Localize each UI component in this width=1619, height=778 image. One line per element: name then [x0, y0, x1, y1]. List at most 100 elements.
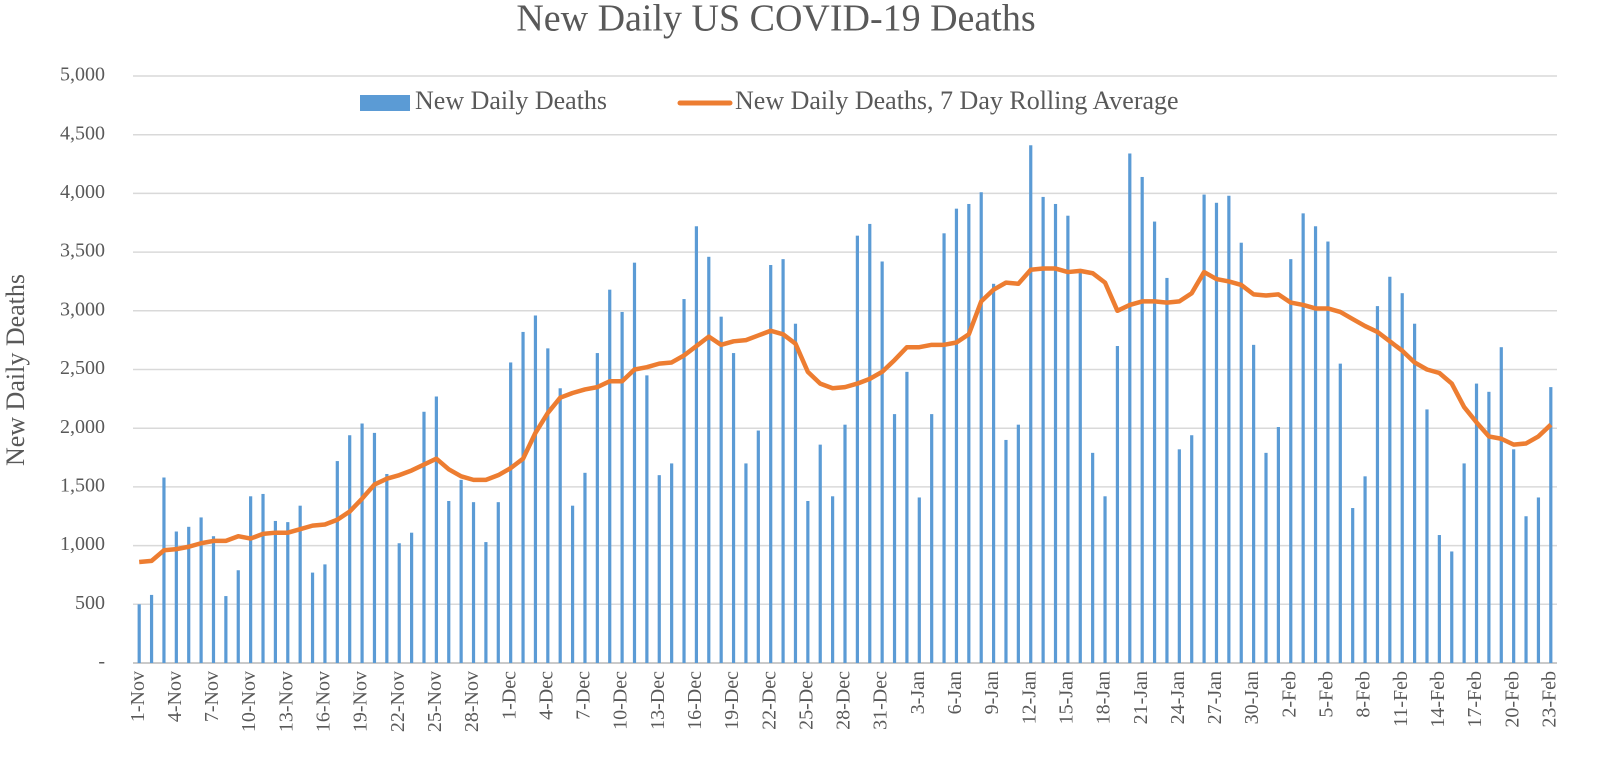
- bar: [261, 493, 265, 663]
- bar: [1004, 439, 1008, 663]
- bar: [174, 531, 178, 663]
- bar: [310, 572, 315, 663]
- bar: [459, 479, 463, 663]
- bar: [1388, 276, 1392, 663]
- x-tick-label: 4-Dec: [535, 671, 557, 720]
- x-tick-label: 18-Jan: [1093, 671, 1115, 724]
- y-tick-label: 5,000: [60, 64, 105, 86]
- bar: [236, 570, 240, 663]
- bar: [360, 423, 364, 663]
- y-tick-label: -: [98, 651, 105, 673]
- y-tick-label: 1,500: [60, 474, 105, 496]
- bar: [224, 596, 228, 663]
- x-tick-label: 12-Jan: [1018, 671, 1040, 724]
- bar: [1338, 363, 1342, 663]
- bar: [1190, 435, 1194, 663]
- bar: [954, 208, 959, 664]
- bar: [1214, 202, 1219, 664]
- x-tick-label: 21-Jan: [1130, 671, 1152, 724]
- x-tick-label: 25-Nov: [424, 671, 446, 732]
- bar: [447, 500, 451, 663]
- chart-title: New Daily US COVID-19 Deaths: [516, 0, 1035, 40]
- x-tick-label: 31-Dec: [870, 671, 892, 730]
- bar: [1041, 196, 1045, 663]
- bar: [1425, 409, 1429, 663]
- x-tick-label: 20-Feb: [1501, 671, 1523, 728]
- bar: [632, 262, 637, 663]
- bar: [558, 388, 562, 663]
- bar: [546, 348, 550, 663]
- bar: [1115, 346, 1120, 663]
- bar: [1239, 242, 1243, 663]
- bar: [434, 396, 438, 663]
- bar: [868, 223, 872, 663]
- x-tick-label: 19-Nov: [350, 671, 372, 732]
- bar: [1103, 496, 1107, 663]
- legend-label: New Daily Deaths: [415, 86, 607, 115]
- bar: [484, 542, 488, 663]
- x-tick-label: 2-Feb: [1278, 671, 1300, 718]
- x-tick-label: 16-Dec: [684, 671, 706, 730]
- bar: [1066, 215, 1070, 663]
- bar: [162, 477, 166, 663]
- bar: [818, 444, 822, 663]
- bar: [880, 261, 884, 663]
- bar: [1152, 221, 1157, 664]
- bar: [1462, 463, 1466, 663]
- bar: [1289, 259, 1293, 663]
- bar: [1499, 347, 1503, 663]
- bar: [137, 604, 141, 663]
- bar: [657, 475, 661, 663]
- bar: [806, 500, 810, 663]
- x-tick-label: 16-Nov: [313, 671, 335, 732]
- bar: [211, 536, 216, 663]
- bar: [1252, 344, 1256, 663]
- bar: [1375, 306, 1380, 663]
- x-tick-label: 5-Feb: [1316, 671, 1338, 718]
- bar: [991, 283, 996, 663]
- x-tick-label: 19-Dec: [721, 671, 743, 730]
- bar: [335, 461, 339, 663]
- bar: [843, 424, 847, 663]
- bar: [249, 496, 253, 663]
- bar: [608, 289, 612, 663]
- bar: [273, 520, 277, 663]
- bar: [769, 265, 773, 663]
- bar: [1524, 516, 1528, 663]
- bar: [1016, 424, 1020, 663]
- bar: [781, 259, 785, 663]
- bar: [1363, 476, 1367, 663]
- x-tick-label: 28-Nov: [461, 671, 483, 732]
- bar: [855, 235, 859, 663]
- bar: [149, 594, 154, 663]
- bar: [1202, 194, 1206, 663]
- bar: [1301, 213, 1305, 663]
- bar: [731, 353, 736, 663]
- bar: [397, 543, 401, 663]
- bar: [521, 331, 525, 663]
- bar: [410, 532, 414, 663]
- bar: [1227, 195, 1231, 664]
- x-tick-label: 7-Dec: [573, 671, 595, 720]
- bar: [1276, 427, 1280, 663]
- x-tick-label: 10-Dec: [610, 671, 632, 730]
- bar: [1053, 203, 1058, 663]
- bar: [905, 371, 909, 663]
- x-tick-label: 15-Jan: [1055, 671, 1077, 724]
- bar: [372, 432, 377, 663]
- bar: [1400, 293, 1404, 663]
- bar: [917, 497, 921, 663]
- bar: [1437, 535, 1441, 663]
- bar: [682, 299, 686, 663]
- bar: [1177, 449, 1181, 663]
- x-tick-label: 28-Dec: [833, 671, 855, 730]
- bar: [323, 564, 327, 663]
- bar: [1029, 145, 1033, 664]
- bar: [385, 473, 389, 663]
- bar: [1450, 551, 1454, 663]
- x-tick-label: 11-Feb: [1390, 671, 1412, 727]
- bar: [620, 311, 624, 663]
- bar: [187, 526, 191, 663]
- bar: [719, 316, 723, 663]
